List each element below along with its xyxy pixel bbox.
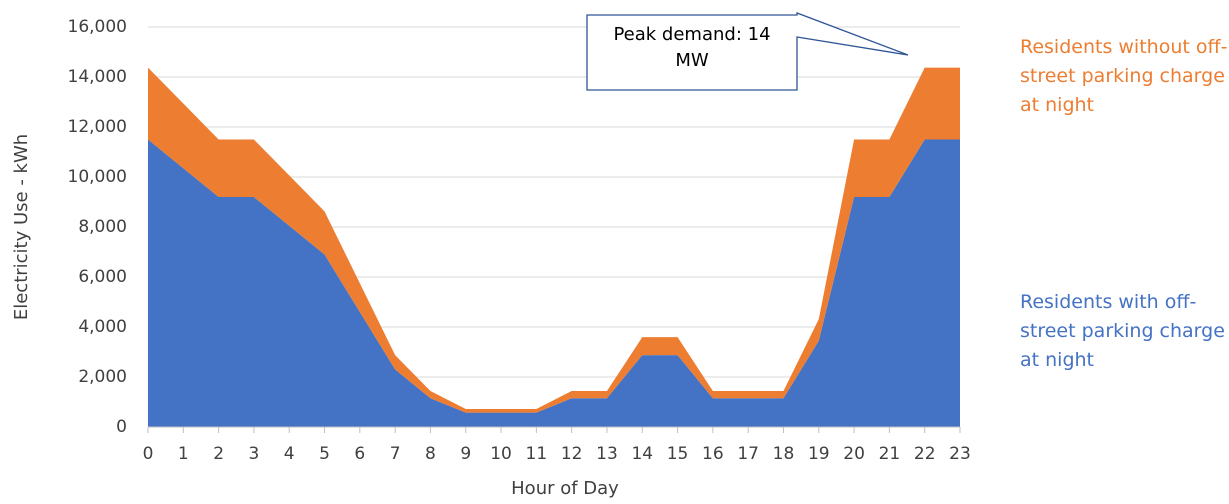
x-tick-label: 11 xyxy=(526,444,548,464)
x-tick-label: 14 xyxy=(631,444,653,464)
area xyxy=(148,67,960,413)
y-tick-label: 14,000 xyxy=(68,67,127,87)
x-tick-label: 1 xyxy=(178,444,189,464)
x-tick-label: 8 xyxy=(425,444,436,464)
x-tick-label: 3 xyxy=(248,444,259,464)
x-tick-label: 9 xyxy=(460,444,471,464)
x-tick-label: 2 xyxy=(213,444,224,464)
x-tick-label: 15 xyxy=(667,444,689,464)
y-tick-label: 8,000 xyxy=(78,217,127,237)
x-tick-label: 0 xyxy=(143,444,154,464)
x-tick-label: 10 xyxy=(490,444,512,464)
x-tick-label: 19 xyxy=(808,444,830,464)
x-tick-label: 4 xyxy=(284,444,295,464)
legend-entry: Residents without off-street parking cha… xyxy=(1020,36,1228,116)
legend-entry: Residents with off-street parking charge… xyxy=(1020,291,1225,371)
x-tick-label: 17 xyxy=(737,444,759,464)
y-tick-label: 6,000 xyxy=(78,267,127,287)
x-tick-label: 22 xyxy=(914,444,936,464)
y-tick-label: 0 xyxy=(116,417,127,437)
x-tick-label: 6 xyxy=(354,444,365,464)
y-tick-label: 16,000 xyxy=(68,17,127,37)
callout xyxy=(586,12,909,91)
y-axis-title: Electricity Use - kWh xyxy=(11,134,32,320)
x-tick-label: 12 xyxy=(561,444,583,464)
x-tick-label: 18 xyxy=(773,444,795,464)
x-tick-label: 23 xyxy=(949,444,971,464)
x-axis-title: Hour of Day xyxy=(511,478,619,499)
y-tick-label: 10,000 xyxy=(68,167,127,187)
x-tick-label: 7 xyxy=(390,444,401,464)
y-tick-label: 2,000 xyxy=(78,367,127,387)
y-tick-label: 4,000 xyxy=(78,317,127,337)
annotation: Peak demand: 14 MW xyxy=(613,24,771,71)
area xyxy=(148,139,960,427)
x-tick-label: 20 xyxy=(843,444,865,464)
x-tick-label: 13 xyxy=(596,444,618,464)
y-tick-label: 12,000 xyxy=(68,117,127,137)
x-tick-label: 21 xyxy=(879,444,901,464)
x-tick-label: 5 xyxy=(319,444,330,464)
x-tick-label: 16 xyxy=(702,444,724,464)
